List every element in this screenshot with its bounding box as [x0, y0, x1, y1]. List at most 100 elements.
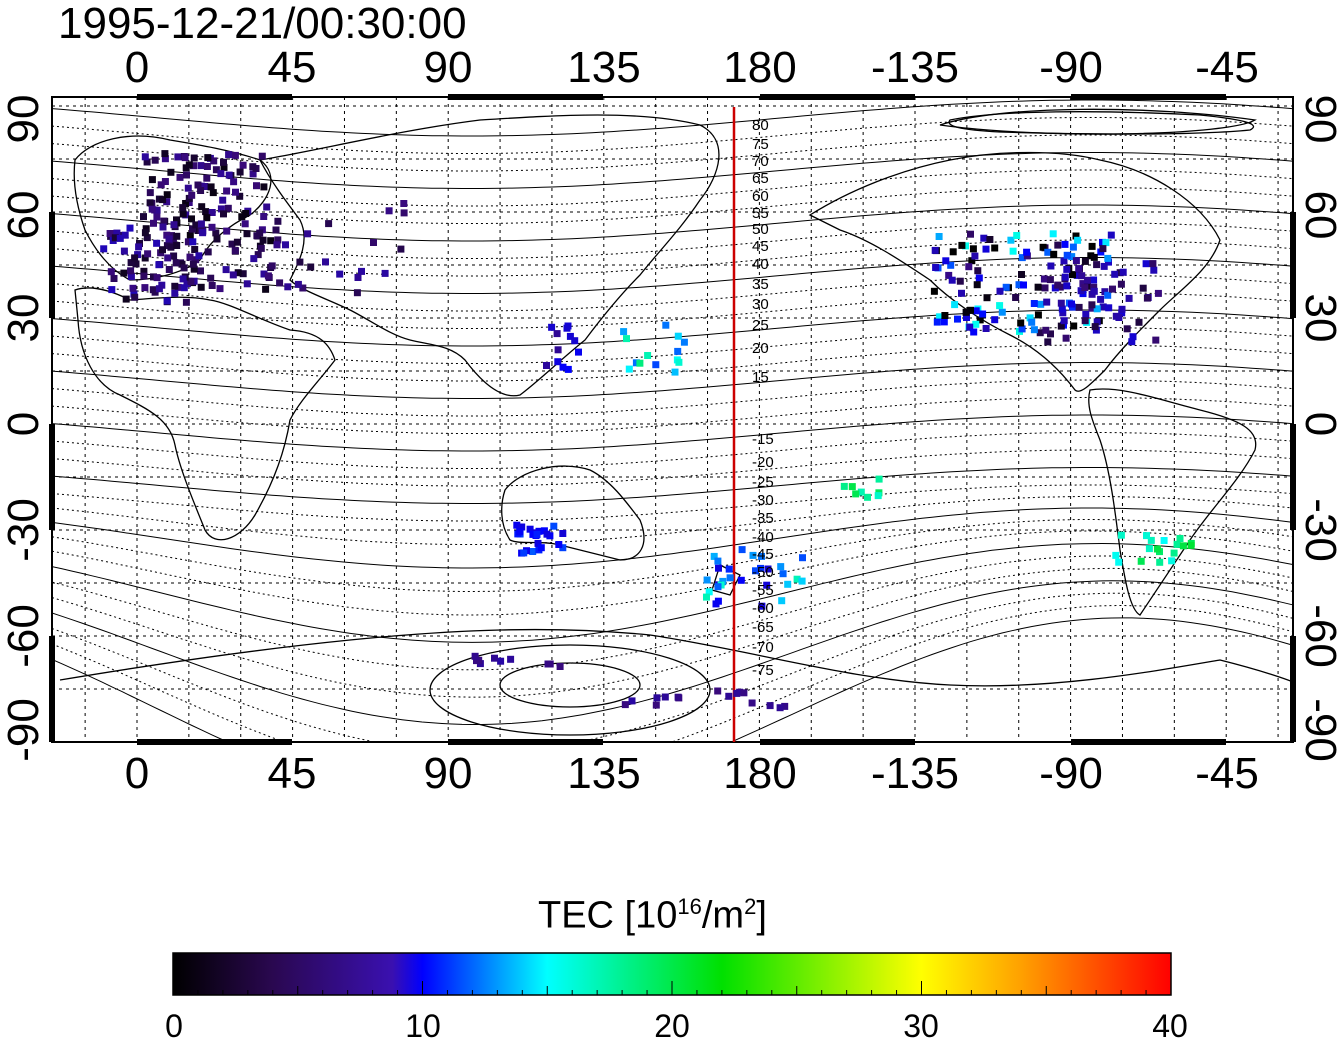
tec-point — [260, 213, 268, 220]
tec-point — [543, 530, 551, 538]
edge-tick-top — [760, 94, 915, 100]
tec-point — [1061, 273, 1069, 281]
tec-point — [1054, 241, 1062, 249]
tec-point — [212, 166, 220, 174]
tec-point — [155, 285, 163, 293]
tec-point — [1062, 334, 1070, 342]
tec-point — [155, 261, 163, 269]
tec-point — [1074, 236, 1082, 244]
tec-point — [141, 254, 149, 262]
tec-point — [986, 236, 994, 243]
tec-point — [874, 492, 882, 500]
tec-point — [507, 655, 515, 663]
tec-point — [173, 216, 180, 224]
tec-point — [307, 263, 315, 271]
tec-point — [1034, 311, 1042, 319]
tec-point — [213, 235, 221, 243]
tec-point — [1088, 301, 1096, 309]
tec-point — [153, 213, 161, 221]
tec-point — [165, 266, 173, 273]
tec-point — [661, 693, 669, 701]
tec-point — [223, 187, 231, 195]
magnetic-contour — [52, 117, 1293, 154]
magnetic-lat-label: 50 — [752, 221, 769, 238]
tec-point — [223, 227, 231, 235]
tec-point — [949, 248, 957, 256]
tec-point — [131, 293, 139, 301]
tec-point — [548, 323, 556, 331]
magnetic-lat-label: -30 — [752, 492, 774, 509]
magnetic-lat-label: 55 — [752, 205, 769, 222]
tec-point — [153, 206, 161, 214]
tec-point — [370, 239, 377, 246]
tec-point — [204, 248, 212, 256]
tec-point — [146, 189, 154, 197]
tec-point — [259, 236, 267, 244]
tec-point — [284, 283, 292, 291]
tec-point — [1018, 271, 1025, 278]
tec-point — [1081, 257, 1089, 265]
magnetic-contour — [52, 519, 1293, 592]
tec-point — [1111, 270, 1119, 278]
tec-point — [982, 325, 990, 332]
tec-point — [208, 209, 216, 216]
top-lon-label: 135 — [567, 43, 641, 92]
tec-point — [1118, 305, 1126, 313]
tec-point — [554, 358, 562, 366]
tec-point — [1091, 323, 1099, 331]
colorbar-title: TEC [1016/m2] — [538, 894, 767, 938]
magnetic-contour — [52, 187, 1293, 224]
colorbar-title-unit-exponent: 2 — [744, 894, 757, 919]
tec-point — [1149, 260, 1157, 268]
tec-point — [201, 183, 209, 190]
tec-point — [239, 270, 247, 278]
tec-point — [1173, 540, 1181, 548]
tec-point — [1082, 310, 1090, 318]
tec-point — [793, 575, 801, 583]
magnetic-contour — [52, 414, 1293, 452]
tec-point — [973, 281, 981, 289]
tec-point — [575, 348, 582, 356]
tec-point — [1023, 252, 1031, 260]
tec-point — [224, 204, 232, 212]
top-lon-label: 180 — [723, 43, 797, 92]
colorbar-tick-label: 10 — [405, 1008, 441, 1044]
tec-point — [267, 237, 275, 245]
tec-point — [194, 181, 202, 189]
colorbar-tick-label: 20 — [654, 1008, 690, 1044]
tec-point — [951, 301, 959, 309]
lat-lon-grid — [52, 97, 1293, 742]
tec-point — [1097, 295, 1105, 303]
tec-point — [204, 154, 212, 162]
bottom-lon-label: 45 — [267, 749, 317, 798]
tec-point — [149, 286, 157, 294]
tec-point — [250, 255, 258, 263]
magnetic-contour — [52, 379, 1293, 417]
tec-point — [231, 247, 239, 255]
bottom-lon-label: 135 — [567, 749, 641, 798]
tec-point — [274, 236, 282, 244]
magnetic-contour — [52, 604, 1293, 742]
tec-point — [186, 232, 194, 239]
tec-point — [798, 577, 806, 585]
top-lon-label: 0 — [124, 43, 150, 92]
tec-point — [1040, 275, 1048, 283]
tec-point — [1020, 281, 1027, 289]
tec-point — [518, 523, 526, 531]
tec-point — [942, 257, 950, 265]
tec-point — [254, 251, 262, 259]
top-lon-label: 45 — [267, 43, 317, 92]
tec-point — [564, 365, 572, 373]
tec-point — [1139, 284, 1147, 292]
tec-point — [991, 244, 999, 252]
top-lon-label: 90 — [423, 43, 473, 92]
tec-point — [1093, 318, 1101, 326]
tec-point — [159, 196, 167, 204]
tec-point — [749, 551, 757, 559]
tec-point — [733, 689, 741, 697]
tec-point — [1129, 333, 1137, 341]
tec-point — [559, 530, 567, 537]
tec-point — [143, 234, 151, 242]
tec-point — [554, 346, 562, 354]
tec-point — [127, 273, 135, 281]
